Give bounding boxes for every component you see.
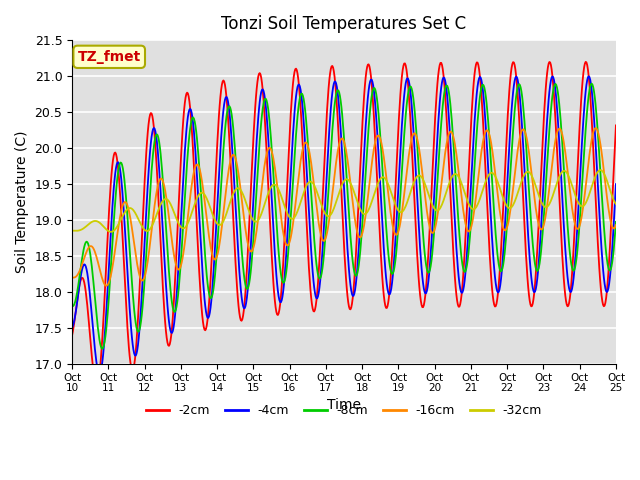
-8cm xyxy=(411,109,419,115)
Line: -16cm: -16cm xyxy=(72,128,616,286)
Line: -4cm: -4cm xyxy=(72,76,616,373)
Line: -32cm: -32cm xyxy=(72,170,616,232)
-32cm xyxy=(411,178,419,183)
-16cm xyxy=(427,228,435,233)
-4cm xyxy=(95,371,103,376)
-32cm xyxy=(78,227,86,232)
-8cm xyxy=(588,81,596,86)
-2cm xyxy=(427,206,435,212)
-2cm xyxy=(582,59,589,65)
-16cm xyxy=(591,125,599,131)
-4cm xyxy=(135,336,143,341)
X-axis label: Time: Time xyxy=(327,398,361,412)
-16cm xyxy=(190,169,198,175)
-16cm xyxy=(411,131,419,136)
-32cm xyxy=(190,204,198,209)
-16cm xyxy=(135,269,143,275)
-8cm xyxy=(427,264,435,269)
-8cm xyxy=(68,303,76,309)
-16cm xyxy=(219,217,227,223)
-16cm xyxy=(78,262,86,268)
Title: Tonzi Soil Temperatures Set C: Tonzi Soil Temperatures Set C xyxy=(221,15,467,33)
-32cm xyxy=(612,201,620,207)
-32cm xyxy=(107,229,115,235)
-16cm xyxy=(68,275,76,280)
-32cm xyxy=(135,217,143,223)
-4cm xyxy=(68,325,76,331)
-32cm xyxy=(596,167,604,173)
-32cm xyxy=(427,198,435,204)
-32cm xyxy=(68,228,76,234)
-8cm xyxy=(612,219,620,225)
-2cm xyxy=(190,163,198,169)
-4cm xyxy=(411,150,419,156)
-2cm xyxy=(135,303,143,309)
-8cm xyxy=(219,157,227,163)
Line: -2cm: -2cm xyxy=(72,62,616,385)
-4cm xyxy=(190,129,198,134)
-4cm xyxy=(427,252,435,258)
-2cm xyxy=(78,275,86,281)
-2cm xyxy=(219,79,227,84)
Legend: -2cm, -4cm, -8cm, -16cm, -32cm: -2cm, -4cm, -8cm, -16cm, -32cm xyxy=(141,399,547,422)
Text: TZ_fmet: TZ_fmet xyxy=(77,50,141,64)
-8cm xyxy=(190,116,198,121)
-2cm xyxy=(411,205,419,211)
-4cm xyxy=(612,181,620,187)
-16cm xyxy=(612,222,620,228)
Y-axis label: Soil Temperature (C): Soil Temperature (C) xyxy=(15,131,29,273)
-8cm xyxy=(78,256,86,262)
-32cm xyxy=(219,219,227,225)
-4cm xyxy=(78,267,86,273)
-2cm xyxy=(612,122,620,128)
-2cm xyxy=(68,332,76,338)
-2cm xyxy=(93,383,100,388)
Line: -8cm: -8cm xyxy=(72,84,616,349)
-16cm xyxy=(102,283,110,288)
-8cm xyxy=(135,329,143,335)
-8cm xyxy=(99,346,106,352)
-4cm xyxy=(585,73,593,79)
-4cm xyxy=(219,115,227,120)
